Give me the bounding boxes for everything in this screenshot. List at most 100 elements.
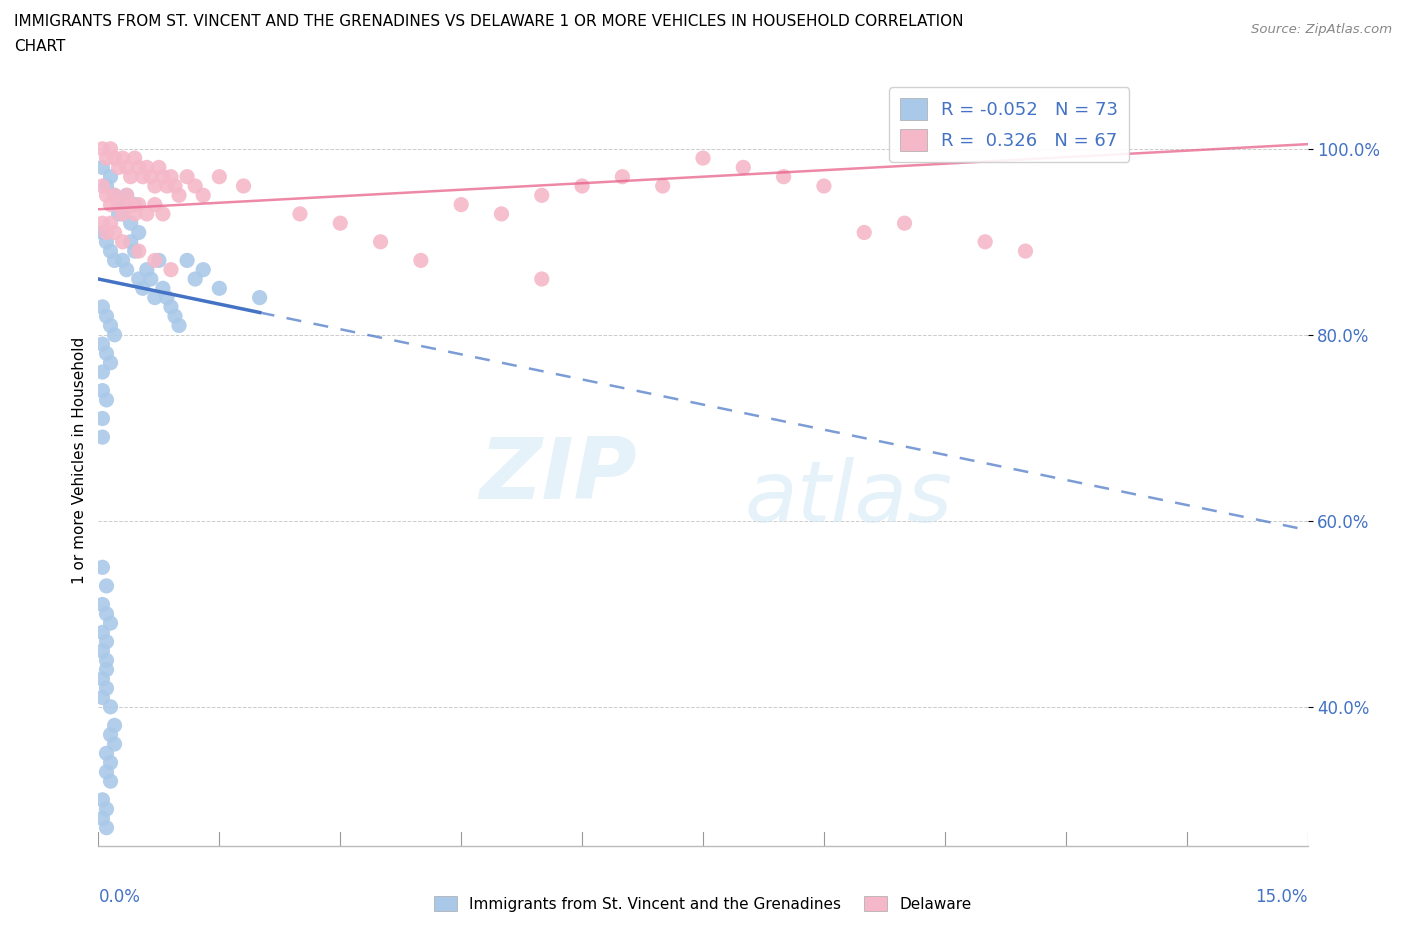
Point <box>143 290 166 305</box>
Point <box>96 151 118 166</box>
Point <box>120 234 142 249</box>
Point <box>103 737 125 751</box>
Point <box>184 179 207 193</box>
Point <box>100 699 122 714</box>
Point <box>96 634 118 649</box>
Point <box>176 169 198 184</box>
Point <box>128 160 150 175</box>
Text: 15.0%: 15.0% <box>1256 888 1308 906</box>
Point <box>193 188 215 203</box>
Point <box>100 355 122 370</box>
Point <box>193 262 215 277</box>
Point <box>91 365 114 379</box>
Point <box>91 430 114 445</box>
Point <box>152 206 174 221</box>
Point <box>115 160 138 175</box>
Legend: Immigrants from St. Vincent and the Grenadines, Delaware: Immigrants from St. Vincent and the Gren… <box>429 889 977 918</box>
Point <box>91 560 114 575</box>
Point <box>120 216 142 231</box>
Point <box>100 216 122 231</box>
Point <box>571 179 593 193</box>
Point <box>370 234 392 249</box>
Point <box>120 169 142 184</box>
Point <box>692 151 714 166</box>
Point <box>160 262 183 277</box>
Text: IMMIGRANTS FROM ST. VINCENT AND THE GRENADINES VS DELAWARE 1 OR MORE VEHICLES IN: IMMIGRANTS FROM ST. VINCENT AND THE GREN… <box>14 14 963 29</box>
Point <box>288 206 311 221</box>
Point <box>107 197 129 212</box>
Point <box>167 318 190 333</box>
Text: CHART: CHART <box>14 39 66 54</box>
Point <box>91 337 114 352</box>
Point <box>96 662 118 677</box>
Point <box>143 179 166 193</box>
Point <box>111 253 134 268</box>
Legend: R = -0.052   N = 73, R =  0.326   N = 67: R = -0.052 N = 73, R = 0.326 N = 67 <box>889 87 1129 162</box>
Point <box>91 644 114 658</box>
Point <box>96 578 118 593</box>
Point <box>91 216 114 231</box>
Point <box>530 188 553 203</box>
Point <box>651 179 673 193</box>
Point <box>124 197 146 212</box>
Point <box>530 272 553 286</box>
Point <box>115 188 138 203</box>
Point <box>329 216 352 231</box>
Point <box>103 151 125 166</box>
Point <box>135 262 157 277</box>
Point <box>96 764 118 779</box>
Point <box>152 281 174 296</box>
Point <box>91 141 114 156</box>
Point <box>96 802 118 817</box>
Point <box>91 411 114 426</box>
Point <box>132 169 155 184</box>
Point <box>100 616 122 631</box>
Point <box>91 625 114 640</box>
Point <box>128 244 150 259</box>
Point <box>96 681 118 696</box>
Point <box>163 179 186 193</box>
Point <box>143 253 166 268</box>
Point <box>135 206 157 221</box>
Point <box>91 225 114 240</box>
Point <box>148 253 170 268</box>
Point <box>100 169 122 184</box>
Point <box>91 383 114 398</box>
Point <box>139 169 162 184</box>
Point <box>143 197 166 212</box>
Point <box>772 169 794 184</box>
Point <box>115 188 138 203</box>
Point <box>107 206 129 221</box>
Point <box>111 206 134 221</box>
Point <box>103 188 125 203</box>
Text: Source: ZipAtlas.com: Source: ZipAtlas.com <box>1251 23 1392 36</box>
Point <box>103 225 125 240</box>
Point <box>91 299 114 314</box>
Point <box>974 234 997 249</box>
Point <box>103 188 125 203</box>
Point <box>111 151 134 166</box>
Point <box>208 169 231 184</box>
Point <box>128 225 150 240</box>
Point <box>103 327 125 342</box>
Point <box>96 606 118 621</box>
Point <box>100 774 122 789</box>
Point <box>1014 244 1036 259</box>
Point <box>148 160 170 175</box>
Point <box>128 272 150 286</box>
Point <box>103 718 125 733</box>
Point <box>91 792 114 807</box>
Point <box>156 179 179 193</box>
Point <box>893 216 915 231</box>
Point <box>232 179 254 193</box>
Point <box>96 346 118 361</box>
Point <box>96 820 118 835</box>
Text: atlas: atlas <box>744 458 952 540</box>
Point <box>733 160 755 175</box>
Point <box>167 188 190 203</box>
Point <box>249 290 271 305</box>
Point <box>96 309 118 324</box>
Point <box>612 169 634 184</box>
Point <box>139 272 162 286</box>
Point <box>96 653 118 668</box>
